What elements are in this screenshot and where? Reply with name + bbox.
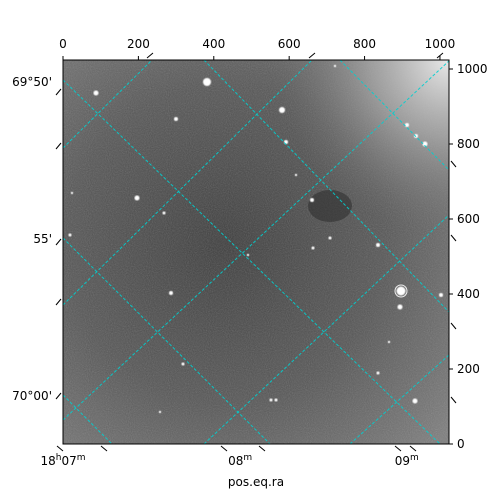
y-tick-label: 1000	[457, 62, 488, 76]
star	[274, 398, 278, 402]
dec-tick-mark	[450, 322, 457, 330]
star	[396, 286, 406, 296]
ra-tick-mark	[394, 445, 402, 452]
grid-line	[339, 60, 449, 171]
ra-tick-mark	[409, 445, 417, 452]
star	[310, 198, 314, 202]
ra-axis: 18h07m 08m 09m	[40, 52, 444, 468]
dec-tick-mark	[55, 238, 62, 246]
x-tick-label: 600	[278, 37, 301, 51]
dec-tick-label: 69°50'	[12, 75, 52, 89]
dec-tick-mark	[55, 88, 62, 96]
grid-line	[203, 60, 449, 313]
y-tick-label: 400	[457, 287, 480, 301]
pixel-y-axis: 0 200 400 600 800 1000	[449, 62, 488, 451]
bright-corner-glow	[63, 60, 449, 444]
star	[269, 398, 273, 402]
star-halo	[394, 284, 408, 298]
star	[311, 246, 315, 250]
grid-line	[63, 237, 271, 444]
ra-tick-label: 18h07m	[40, 453, 85, 468]
grid-line	[63, 394, 113, 444]
star	[279, 107, 285, 113]
ra-tick-label: 08m	[228, 453, 252, 468]
x-axis-title: pos.eq.ra	[228, 475, 284, 489]
star	[333, 64, 337, 68]
star	[294, 173, 298, 177]
x-tick-label: 200	[127, 37, 150, 51]
star	[169, 291, 173, 295]
grid-line	[63, 60, 313, 306]
star	[328, 236, 332, 240]
ra-tick-mark	[146, 52, 154, 59]
star	[203, 78, 211, 86]
star	[246, 253, 250, 257]
y-tick-label: 800	[457, 137, 480, 151]
ra-tick-mark	[308, 52, 316, 59]
y-tick-label: 0	[457, 437, 465, 451]
grid-line	[349, 354, 449, 444]
dec-tick-mark	[55, 298, 62, 306]
pixel-x-axis: 0 200 400 600 800 1000	[59, 37, 455, 60]
x-tick-label: 1000	[425, 37, 456, 51]
ra-tick-label: 09m	[395, 453, 419, 468]
star	[376, 243, 380, 247]
plot-area	[63, 60, 449, 444]
star	[439, 293, 443, 297]
dec-tick-mark	[55, 392, 62, 400]
star	[68, 233, 72, 237]
dec-tick-mark	[55, 142, 62, 150]
star	[412, 398, 418, 404]
dec-tick-mark	[450, 160, 457, 168]
y-tick-label: 200	[457, 362, 480, 376]
dec-tick-mark	[450, 234, 457, 242]
grid-line	[63, 60, 449, 421]
x-tick-label: 0	[59, 37, 67, 51]
plot-frame	[62, 59, 450, 445]
star	[158, 410, 162, 414]
grid-line	[63, 79, 441, 444]
coordinate-grid	[63, 60, 449, 444]
star	[376, 371, 380, 375]
x-tick-label: 400	[202, 37, 225, 51]
ra-tick-mark	[436, 52, 444, 59]
star	[422, 141, 428, 147]
dark-patch	[308, 190, 352, 222]
dec-axis: 69°50' 55' 70°00'	[12, 75, 457, 404]
star	[397, 304, 403, 310]
star	[134, 195, 140, 201]
ra-tick-mark	[100, 445, 108, 452]
grid-line	[203, 214, 449, 444]
y-tick-label: 600	[457, 212, 480, 226]
grid-line	[63, 60, 153, 149]
star	[162, 211, 166, 215]
x-tick-label: 800	[353, 37, 376, 51]
star	[405, 123, 409, 127]
star	[181, 362, 185, 366]
dec-tick-label: 55'	[33, 232, 52, 246]
dec-tick-label: 70°00'	[12, 389, 52, 403]
star	[387, 340, 391, 344]
star	[93, 90, 99, 96]
ra-tick-mark	[258, 445, 266, 452]
star	[174, 117, 178, 121]
ra-tick-mark	[56, 445, 64, 452]
star	[70, 191, 74, 195]
dec-tick-mark	[450, 396, 457, 404]
ra-tick-mark	[220, 445, 228, 452]
